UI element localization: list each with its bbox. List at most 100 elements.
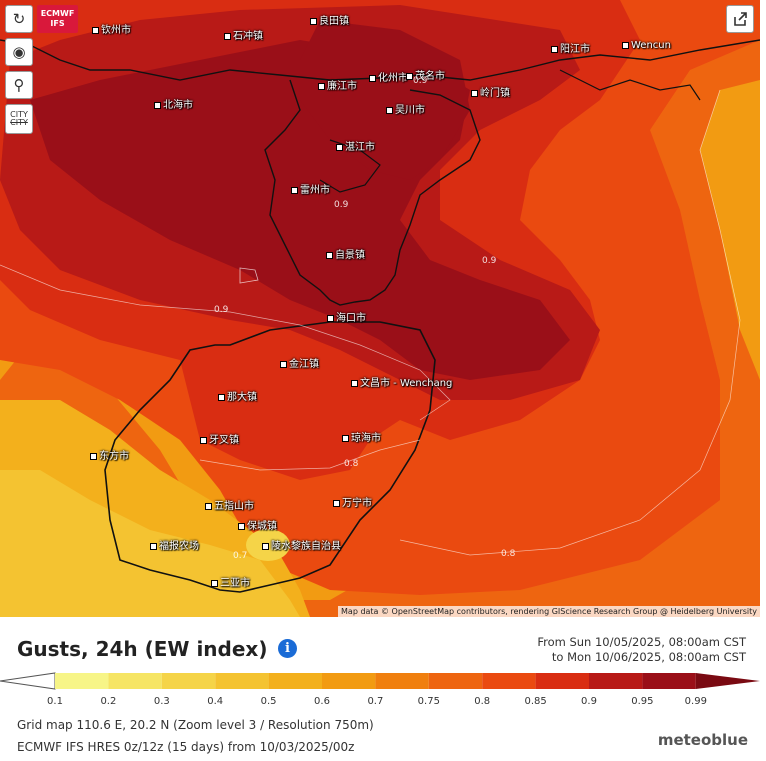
scale-tick-label: 0.99 — [684, 696, 707, 707]
location-button[interactable]: ◉ — [5, 38, 33, 66]
scale-tick-label: 0.3 — [153, 696, 170, 707]
place-marker-icon — [318, 82, 325, 90]
place-marker-icon — [154, 101, 161, 109]
place-marker-icon — [280, 360, 287, 368]
place-marker-icon — [386, 106, 393, 114]
place-label: 五指山市 — [205, 497, 254, 512]
place-label: 万宁市 — [333, 494, 372, 509]
place-label: 牙叉镇 — [200, 431, 239, 446]
place-marker-icon — [200, 436, 207, 444]
color-scale — [0, 672, 760, 690]
color-scale-ticks: 0.1 0.2 0.3 0.4 0.5 0.6 0.7 0.75 0.8 0.85 0.9 0.95 0… — [0, 696, 766, 710]
zoom-button[interactable]: ⚲ — [5, 71, 33, 99]
scale-tick-label: 0.1 — [47, 696, 63, 707]
reload-button[interactable]: ↻ — [5, 5, 33, 33]
place-marker-icon — [336, 143, 343, 151]
place-label: 那大镇 — [218, 388, 257, 403]
contour-label: 0.9 — [334, 200, 349, 210]
place-label: 金江镇 — [280, 355, 319, 370]
grid-info: Grid map 110.6 E, 20.2 N (Zoom level 3 /… — [17, 718, 374, 732]
place-marker-icon — [224, 32, 231, 40]
place-label: 阳江市 — [551, 40, 590, 55]
scale-swatch — [375, 673, 429, 689]
place-marker-icon — [622, 41, 629, 49]
meteoblue-logo[interactable]: meteoblue — [657, 731, 748, 749]
place-marker-icon — [92, 26, 99, 34]
city-toggle-button[interactable]: CITY CITY — [5, 104, 33, 134]
contour-label: 0.9 — [482, 256, 497, 266]
scale-tick-label: 0.5 — [260, 696, 277, 707]
place-label: 雷州市 — [291, 181, 330, 196]
contour-label: 0.8 — [501, 549, 516, 559]
model-badge-line2: IFS — [50, 19, 65, 28]
info-icon[interactable]: i — [278, 639, 297, 658]
place-label: 东方市 — [90, 447, 129, 462]
model-badge: ECMWF IFS — [37, 5, 78, 33]
place-marker-icon — [262, 542, 269, 550]
place-label: Wencun — [622, 40, 671, 51]
date-to: to Mon 10/06/2025, 08:00am CST — [551, 650, 746, 664]
zoom-icon: ⚲ — [13, 76, 25, 94]
scale-tick-label: 0.95 — [631, 696, 654, 707]
scale-swatch — [535, 673, 589, 689]
place-marker-icon — [369, 74, 376, 82]
date-from: From Sun 10/05/2025, 08:00am CST — [537, 635, 746, 649]
legend-panel: Gusts, 24h (EW index) i From Sun 10/05/2… — [0, 617, 766, 761]
scale-max-arrow — [695, 673, 760, 689]
place-label: 石冲镇 — [224, 27, 263, 42]
place-marker-icon — [90, 452, 97, 460]
place-marker-icon — [150, 542, 157, 550]
place-marker-icon — [326, 251, 333, 259]
scale-tick-label: 0.85 — [524, 696, 547, 707]
scale-tick-label: 0.8 — [474, 696, 491, 707]
place-marker-icon — [205, 502, 212, 510]
place-label: 北海市 — [154, 96, 193, 111]
scale-tick-label: 0.6 — [314, 696, 330, 707]
place-label: 吴川市 — [386, 101, 425, 116]
place-marker-icon — [310, 17, 317, 25]
map-attribution[interactable]: Map data © OpenStreetMap contributors, r… — [338, 606, 760, 617]
date-range: From Sun 10/05/2025, 08:00am CST to Mon … — [537, 635, 746, 665]
scale-tick-label: 0.75 — [417, 696, 440, 707]
place-label: 保城镇 — [238, 517, 277, 532]
place-marker-icon — [291, 186, 298, 194]
place-marker-icon — [218, 393, 225, 401]
place-marker-icon — [211, 579, 218, 587]
share-icon — [734, 12, 747, 26]
scale-swatch — [322, 673, 376, 689]
place-marker-icon — [471, 89, 478, 97]
scale-swatch — [482, 673, 536, 689]
place-label: 岭门镇 — [471, 84, 510, 99]
map-title: Gusts, 24h (EW index) — [17, 637, 268, 661]
place-label: 自景镇 — [326, 246, 365, 261]
reload-icon: ↻ — [12, 10, 26, 28]
place-marker-icon — [333, 499, 340, 507]
place-marker-icon — [406, 72, 413, 80]
model-badge-line1: ECMWF — [40, 9, 75, 18]
place-marker-icon — [551, 45, 558, 53]
forecast-map[interactable]: ↻ ◉ ⚲ CITY CITY ECMWF IFS 钦州市 石冲镇 良田镇 北海… — [0, 0, 760, 617]
scale-swatch — [268, 673, 322, 689]
contour-label: 0.9 — [413, 76, 428, 86]
location-pin-icon: ◉ — [12, 43, 26, 61]
share-button[interactable] — [726, 5, 754, 33]
scale-tick-label: 0.4 — [207, 696, 224, 707]
place-marker-icon — [342, 434, 349, 442]
place-label: 三亚市 — [211, 574, 250, 589]
place-label: 湛江市 — [336, 138, 375, 153]
place-marker-icon — [351, 379, 358, 387]
scale-swatch — [428, 673, 483, 689]
contour-label: 0.8 — [344, 459, 359, 469]
place-label: 化州市 — [369, 69, 408, 84]
map-canvas — [0, 0, 760, 617]
place-label: 福报农场 — [150, 537, 199, 552]
model-info: ECMWF IFS HRES 0z/12z (15 days) from 10/… — [17, 740, 355, 754]
scale-swatch — [161, 673, 216, 689]
place-marker-icon — [327, 314, 334, 322]
scale-swatch — [55, 673, 109, 689]
scale-tick-label: 0.7 — [367, 696, 384, 707]
scale-swatch — [215, 673, 269, 689]
place-label: 钦州市 — [92, 21, 131, 36]
place-label: 廉江市 — [318, 77, 357, 92]
scale-tick-label: 0.2 — [100, 696, 117, 707]
